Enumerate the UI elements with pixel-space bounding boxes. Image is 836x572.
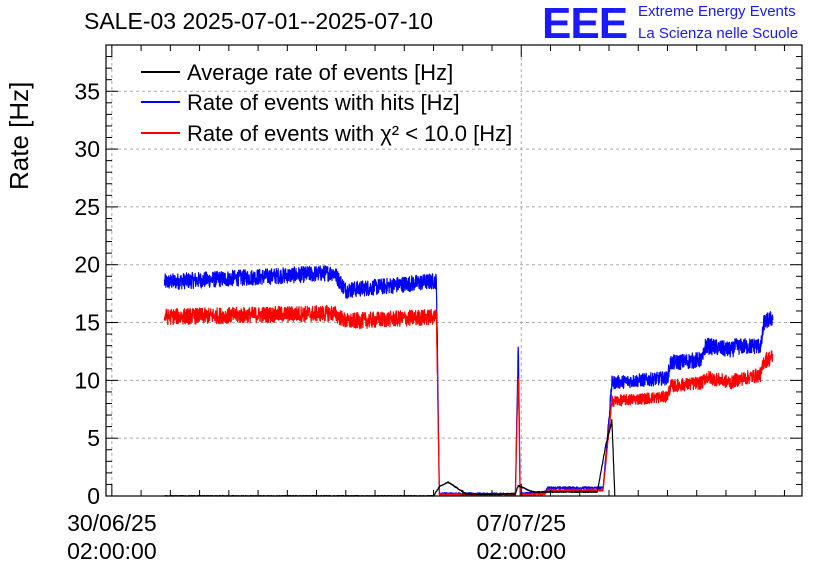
y-tick-label: 0 [87, 483, 100, 509]
y-tick-label: 5 [87, 425, 100, 451]
y-tick-label: 35 [74, 78, 100, 104]
series-line-0 [164, 419, 616, 497]
logo-line-1: Extreme Energy Events [638, 3, 796, 20]
plot-frame [105, 44, 803, 497]
tick-layer: 0510152025303530/06/2502:00:0007/07/2502… [67, 44, 802, 564]
y-tick-label: 20 [74, 252, 100, 278]
legend-label-0: Average rate of events [Hz] [187, 60, 453, 85]
legend-label-2: Rate of events with χ² < 10.0 [Hz] [187, 121, 512, 146]
x-tick-label-date: 30/06/25 [67, 510, 157, 536]
y-tick-label: 15 [74, 310, 100, 336]
grid-lines [106, 45, 802, 496]
series-line-2 [163, 304, 774, 497]
legend-label-1: Rate of events with hits [Hz] [187, 90, 460, 115]
x-tick-label-time: 02:00:00 [476, 538, 566, 564]
axes-frame [105, 44, 803, 497]
legend: Average rate of events [Hz] Rate of event… [141, 60, 512, 146]
x-tick-label-time: 02:00:00 [67, 538, 157, 564]
chart-title: SALE-03 2025-07-01--2025-07-10 [84, 8, 434, 34]
y-tick-label: 30 [74, 136, 100, 162]
eee-logo-mark: EEE [542, 0, 628, 48]
logo-line-2: La Scienza nelle Scuole [638, 25, 799, 42]
y-axis-label: Rate [Hz] [4, 81, 34, 190]
x-tick-label-date: 07/07/25 [476, 510, 566, 536]
y-tick-label: 10 [74, 367, 100, 393]
y-tick-label: 25 [74, 194, 100, 220]
